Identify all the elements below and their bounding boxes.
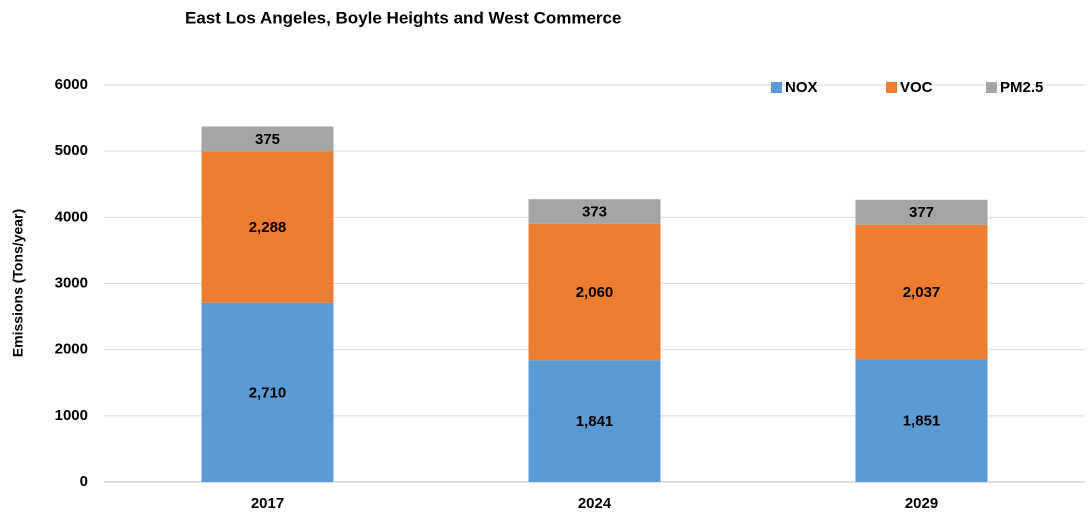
bar-segment [201, 151, 334, 303]
data-label: 2,037 [903, 284, 941, 301]
y-tick-label: 6000 [55, 76, 88, 93]
data-label: 373 [582, 204, 607, 221]
legend-label: NOX [785, 79, 818, 96]
data-label: 2,288 [249, 219, 287, 236]
chart-title: East Los Angeles, Boyle Heights and West… [185, 8, 621, 27]
legend-label: VOC [900, 79, 933, 96]
data-label: 2,060 [576, 284, 614, 301]
y-tick-label: 2000 [55, 341, 88, 358]
y-tick-label: 4000 [55, 208, 88, 225]
y-axis-label: Emissions (Tons/year) [10, 209, 26, 357]
bar-segment [855, 359, 988, 482]
y-tick-label: 1000 [55, 407, 88, 424]
data-label: 375 [255, 131, 280, 148]
data-label: 1,841 [576, 413, 614, 430]
bar-segment [201, 126, 334, 152]
data-label: 377 [909, 204, 934, 221]
x-tick-label: 2017 [251, 495, 284, 512]
y-tick-label: 0 [80, 473, 88, 490]
x-tick-label: 2029 [905, 495, 938, 512]
y-tick-label: 5000 [55, 142, 88, 159]
bar-segment [528, 199, 661, 224]
legend-label: PM2.5 [1000, 79, 1043, 96]
bar-segment [528, 360, 661, 482]
bar-segment [528, 223, 661, 361]
y-tick-label: 3000 [55, 274, 88, 291]
legend-swatch [886, 82, 897, 93]
bar-segment [855, 199, 988, 225]
bar-segment [855, 224, 988, 360]
data-label: 1,851 [903, 413, 941, 430]
bar-segment [201, 302, 334, 482]
x-tick-label: 2024 [578, 495, 612, 512]
data-label: 2,710 [249, 384, 287, 401]
legend-swatch [771, 82, 782, 93]
legend-swatch [986, 82, 997, 93]
